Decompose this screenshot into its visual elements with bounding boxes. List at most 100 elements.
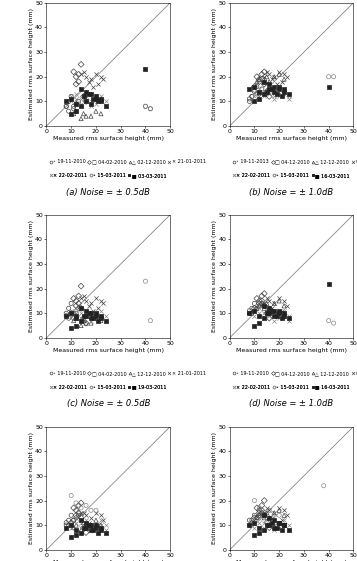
Point	[88, 99, 94, 108]
Point	[142, 102, 148, 111]
Point	[103, 311, 109, 320]
Point	[281, 87, 287, 96]
Point	[249, 92, 255, 101]
Point	[252, 82, 257, 91]
Point	[274, 311, 280, 320]
Point	[271, 516, 277, 525]
Point	[98, 521, 104, 530]
Point	[68, 518, 74, 527]
Point	[78, 523, 84, 532]
Point	[249, 304, 255, 313]
Point	[276, 309, 282, 318]
Point	[98, 97, 104, 106]
Point	[252, 511, 257, 520]
Point	[76, 77, 81, 86]
Point	[276, 506, 282, 515]
Point	[266, 80, 272, 89]
Point	[281, 75, 287, 84]
Point	[286, 526, 292, 535]
Y-axis label: Estimated rms surface height (mm): Estimated rms surface height (mm)	[29, 432, 34, 544]
Point	[271, 72, 277, 81]
Point	[78, 282, 84, 291]
Point	[279, 314, 285, 323]
Point	[256, 311, 262, 320]
Point	[286, 316, 292, 325]
Point	[266, 506, 272, 515]
Point	[276, 309, 282, 318]
Point	[266, 85, 272, 94]
Point	[256, 511, 262, 520]
Point	[68, 309, 74, 318]
Point	[276, 511, 282, 520]
Point	[78, 102, 84, 111]
Point	[93, 518, 99, 527]
Point	[261, 523, 267, 532]
Point	[76, 70, 81, 79]
Point	[264, 521, 270, 530]
Point	[83, 319, 89, 328]
Point	[81, 314, 86, 323]
Point	[281, 516, 287, 525]
Point	[259, 299, 265, 308]
Point	[78, 99, 84, 108]
Point	[321, 481, 327, 490]
Text: (a) Noise = ± 0.5dB: (a) Noise = ± 0.5dB	[66, 187, 150, 196]
Point	[103, 316, 109, 325]
Point	[326, 279, 332, 288]
Point	[83, 306, 89, 315]
Point	[86, 301, 91, 310]
Point	[88, 526, 94, 535]
Point	[252, 87, 257, 96]
Point	[261, 314, 267, 323]
Point	[88, 90, 94, 99]
Point	[247, 309, 252, 318]
Point	[93, 70, 99, 79]
Point	[103, 102, 109, 111]
Point	[274, 90, 280, 99]
Point	[147, 104, 153, 113]
Point	[88, 521, 94, 530]
Point	[78, 304, 84, 313]
Point	[63, 311, 69, 320]
Point	[83, 97, 89, 106]
Point	[261, 511, 267, 520]
Point	[281, 311, 287, 320]
Point	[66, 97, 71, 106]
Point	[281, 506, 287, 515]
Point	[259, 296, 265, 305]
Point	[276, 90, 282, 99]
Point	[73, 90, 79, 99]
Point	[78, 304, 84, 313]
Point	[266, 521, 272, 530]
Legend: × 22-02-2011, ◦ 15-03-2011, ■ 19-03-2011: × 22-02-2011, ◦ 15-03-2011, ■ 19-03-2011	[49, 385, 166, 390]
Point	[259, 70, 265, 79]
Point	[256, 503, 262, 512]
Point	[284, 301, 290, 310]
Point	[68, 311, 74, 320]
Point	[276, 306, 282, 315]
Point	[71, 516, 76, 525]
Point	[147, 104, 153, 113]
Point	[247, 94, 252, 103]
Point	[247, 521, 252, 530]
Point	[73, 506, 79, 515]
Point	[252, 87, 257, 96]
X-axis label: Measured rms surface height (mm): Measured rms surface height (mm)	[236, 560, 347, 561]
Point	[83, 72, 89, 81]
Point	[252, 92, 257, 101]
Point	[281, 511, 287, 520]
Point	[73, 304, 79, 313]
Point	[271, 523, 277, 532]
Point	[281, 70, 287, 79]
Point	[73, 309, 79, 318]
Y-axis label: Estimated rms surface height (mm): Estimated rms surface height (mm)	[29, 220, 34, 332]
Point	[276, 523, 282, 532]
Point	[88, 513, 94, 522]
Point	[266, 311, 272, 320]
Point	[326, 316, 332, 325]
Point	[261, 80, 267, 89]
Point	[254, 304, 260, 313]
X-axis label: Measured rms surface height (mm): Measured rms surface height (mm)	[236, 136, 347, 141]
Point	[78, 294, 84, 303]
Point	[264, 87, 270, 96]
